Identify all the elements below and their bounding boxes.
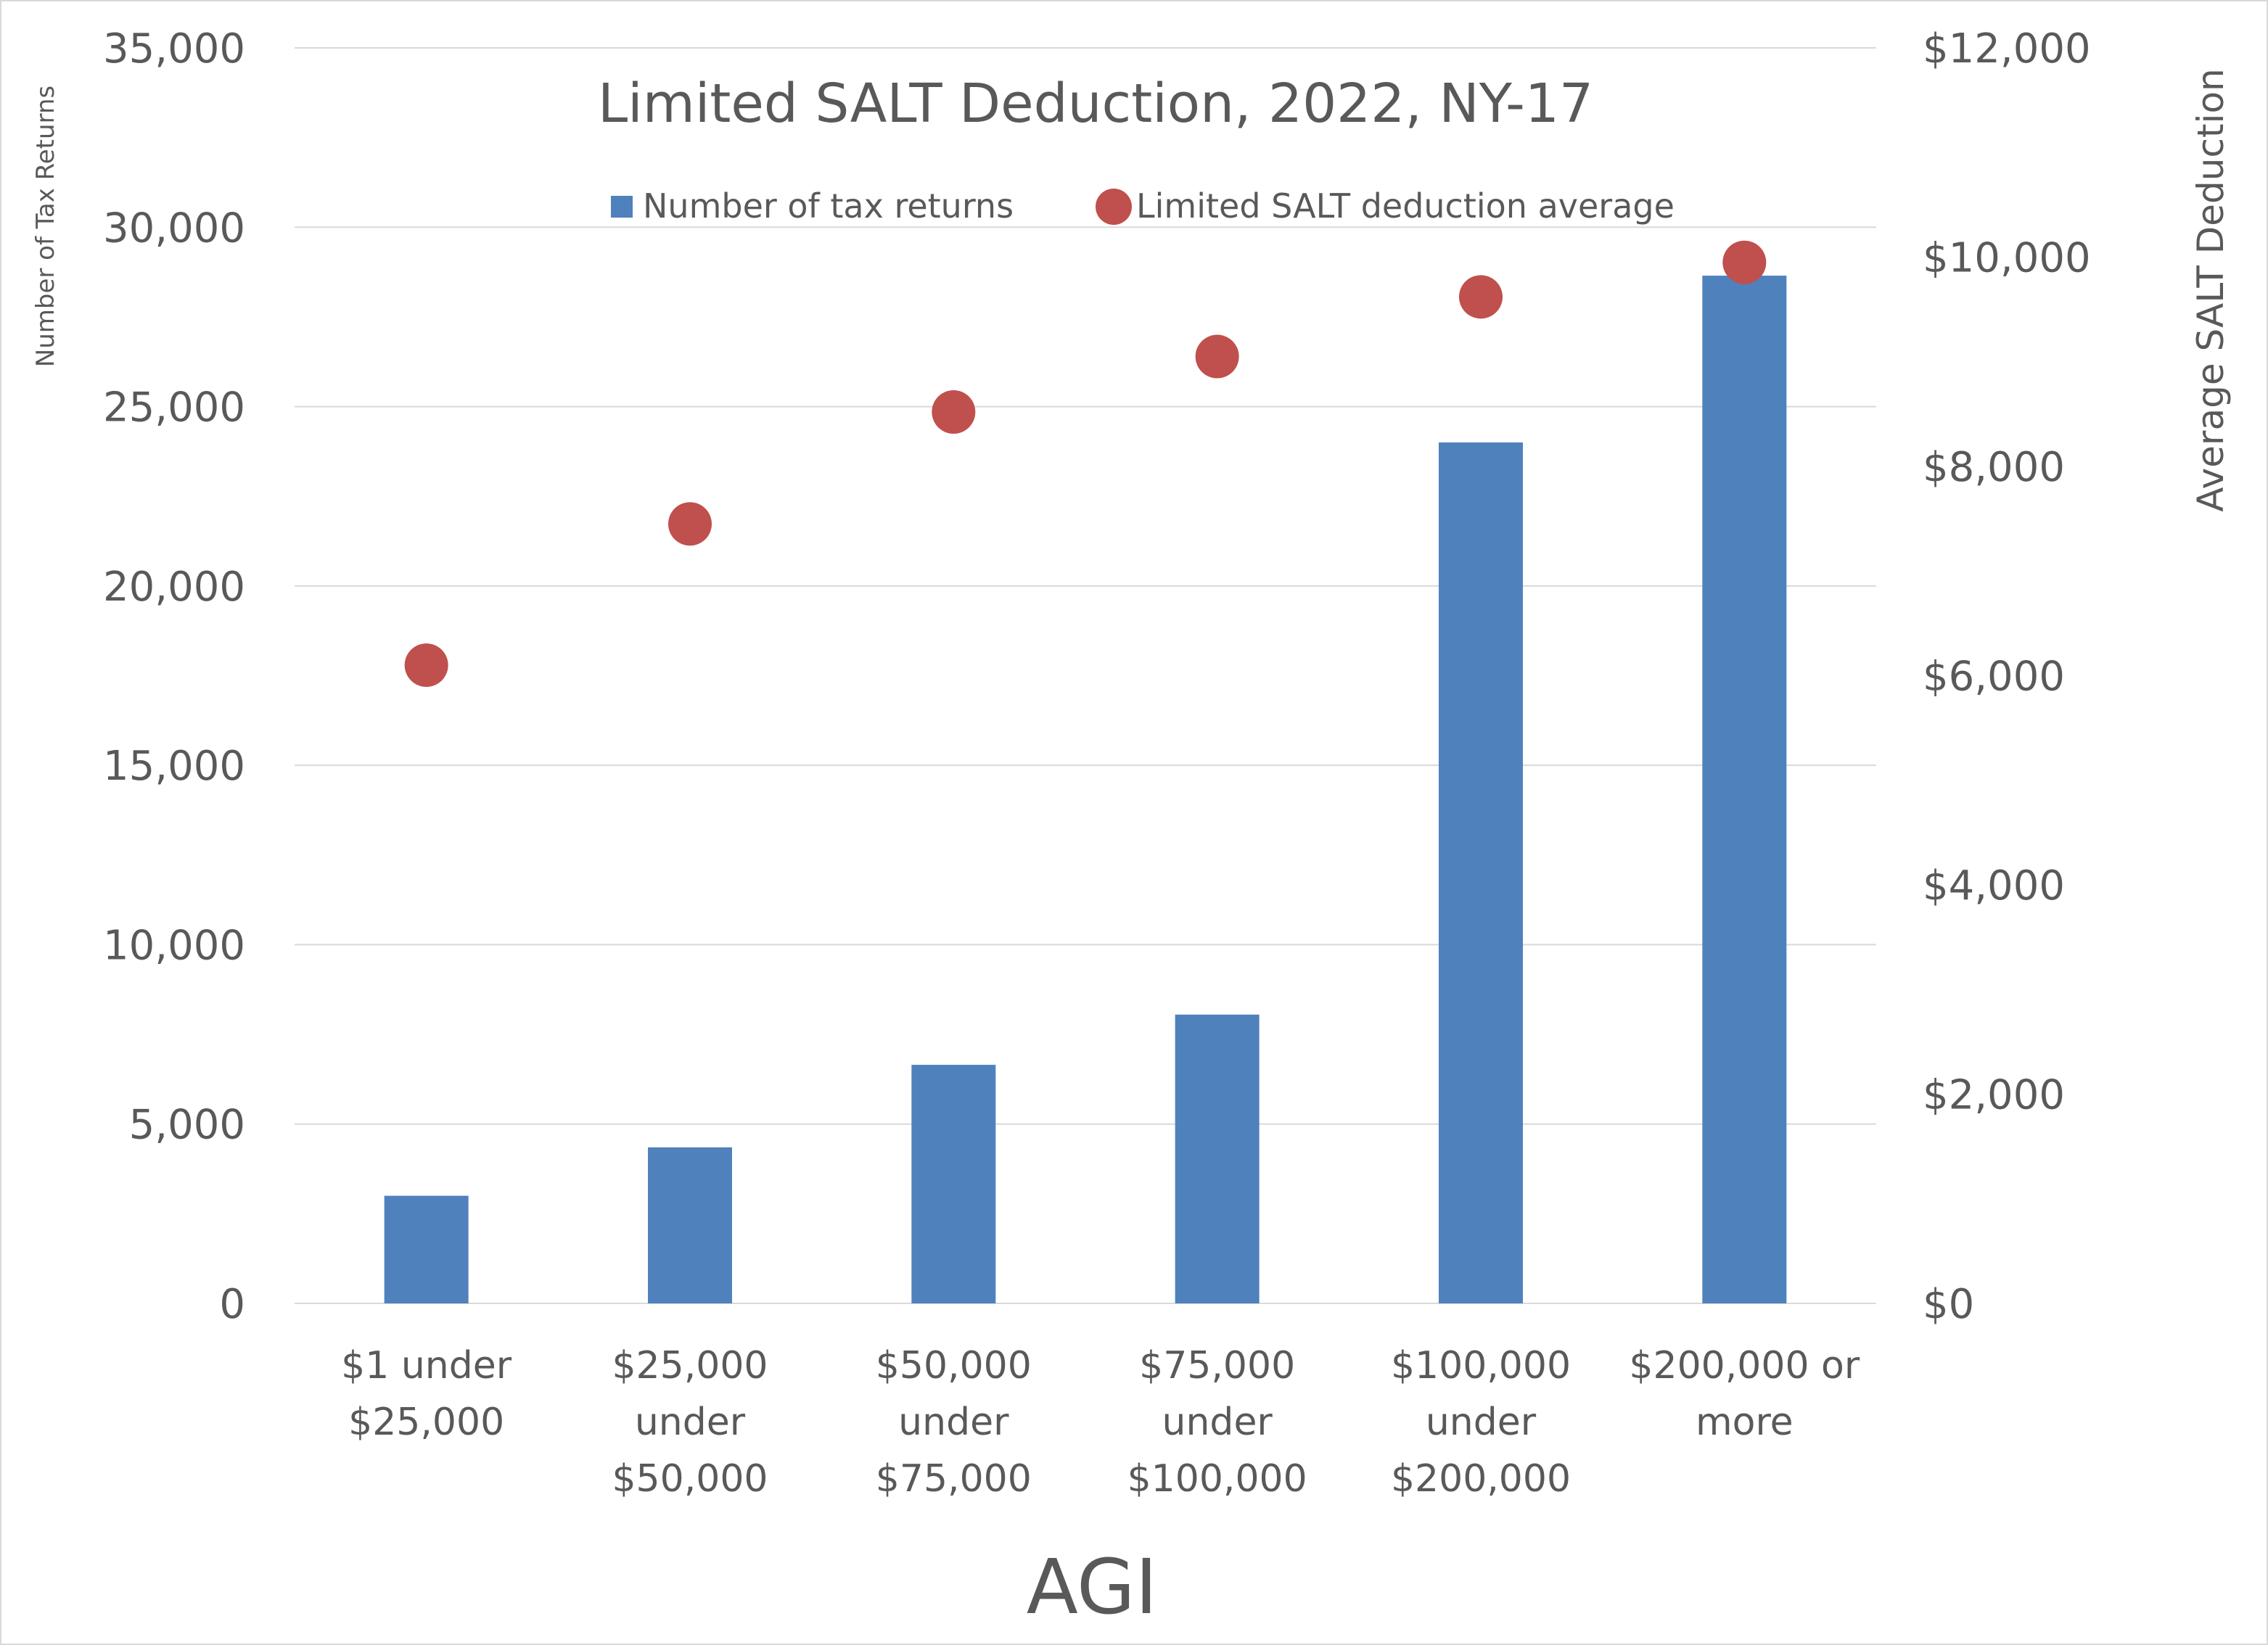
x-tick-label: $75,000 under $100,000 <box>1127 1344 1307 1501</box>
legend-swatch-bars <box>611 196 633 218</box>
y-axis-left-label: Number of Tax Returns <box>31 86 60 367</box>
y-left-tick-label: 25,000 <box>103 384 245 432</box>
scatter-point <box>932 389 976 434</box>
scatter-series <box>404 240 1767 688</box>
x-tick-label: $50,000 under $75,000 <box>876 1344 1032 1501</box>
y-left-tick-label: 15,000 <box>103 743 245 790</box>
y-right-tick-label: $6,000 <box>1923 654 2065 701</box>
y-right-tick-label: $0 <box>1923 1281 1974 1328</box>
legend: Number of tax returns Limited SALT deduc… <box>611 186 1675 226</box>
y-left-tick-label: 30,000 <box>103 205 245 252</box>
scatter-point <box>668 502 712 546</box>
bar <box>911 1065 996 1303</box>
y-left-tick-label: 20,000 <box>103 564 245 611</box>
legend-swatch-points <box>1096 189 1132 225</box>
scatter-point <box>1459 275 1503 319</box>
x-axis-label: AGI <box>1027 1543 1158 1631</box>
x-tick-label: $200,000 or more <box>1629 1344 1860 1444</box>
y-right-tick-label: $4,000 <box>1923 862 2065 910</box>
bar <box>1702 276 1787 1303</box>
y-right-tick-label: $8,000 <box>1923 444 2065 491</box>
right-axis-ticks: $0 $2,000 $4,000 $6,000 $8,000 $10,000 $12,000 <box>1923 25 2091 1328</box>
y-right-tick-label: $2,000 <box>1923 1072 2065 1119</box>
scatter-point <box>1195 334 1239 379</box>
x-tick-label: $100,000 under $200,000 <box>1391 1344 1571 1501</box>
legend-label-points: Limited SALT deduction average <box>1136 186 1675 226</box>
bar <box>1175 1014 1260 1303</box>
y-axis-right-label: Average SALT Deduction <box>2190 68 2232 511</box>
chart-title: Limited SALT Deduction, 2022, NY-17 <box>598 73 1593 135</box>
scatter-point <box>404 643 448 688</box>
x-tick-label: $1 under $25,000 <box>341 1344 512 1444</box>
y-left-tick-label: 0 <box>219 1281 245 1328</box>
x-tick-label: $25,000 under $50,000 <box>612 1344 768 1501</box>
y-right-tick-label: $12,000 <box>1923 25 2091 73</box>
y-left-tick-label: 35,000 <box>103 25 245 73</box>
y-left-tick-label: 5,000 <box>129 1102 245 1149</box>
gridlines <box>295 47 1876 1304</box>
scatter-point <box>1722 240 1767 284</box>
bar-series <box>384 276 1787 1303</box>
bar <box>648 1147 732 1303</box>
legend-label-bars: Number of tax returns <box>643 186 1014 226</box>
y-right-tick-label: $10,000 <box>1923 235 2091 282</box>
left-axis-ticks: 0 5,000 10,000 15,000 20,000 25,000 30,000 35,0… <box>103 25 245 1328</box>
bar <box>1439 442 1523 1303</box>
x-axis-ticks: $1 under $25,000 $25,000 under $50,000 $50,00… <box>341 1344 1860 1501</box>
y-left-tick-label: 10,000 <box>103 922 245 969</box>
bar <box>384 1195 469 1303</box>
